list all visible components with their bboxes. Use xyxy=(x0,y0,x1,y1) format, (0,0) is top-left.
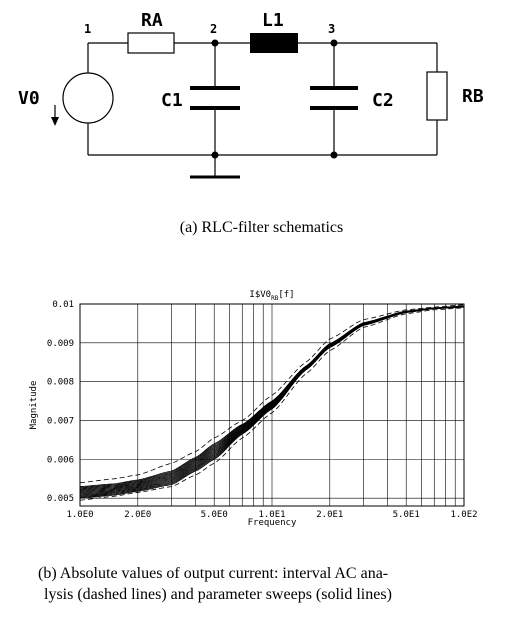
schematic: RA L1 RB C1 C2 V0 1 2 3 xyxy=(0,0,523,200)
x-tick-label: 1.0E0 xyxy=(66,510,93,520)
node-dot-bottom-c2 xyxy=(330,151,338,159)
label-v0: V0 xyxy=(18,88,40,109)
caption-b-line2: lysis (dashed lines) and parameter sweep… xyxy=(44,586,392,603)
node-dot-3 xyxy=(330,39,338,47)
x-tick-label: 2.0E1 xyxy=(316,510,343,520)
caption-b-line1: (b) Absolute values of output current: i… xyxy=(38,565,389,582)
curves xyxy=(79,304,465,501)
y-tick-label: 0.008 xyxy=(47,378,74,388)
x-tick-label: 1.0E1 xyxy=(258,510,285,520)
schematic-svg xyxy=(51,32,448,179)
y-axis-label: Magnitude xyxy=(29,381,39,430)
node-dot-2 xyxy=(211,39,219,47)
interval-dashed-line xyxy=(79,304,465,484)
label-rb: RB xyxy=(462,86,484,107)
caption-a: (a) RLC-filter schematics xyxy=(179,219,344,236)
chart: I$V0RB[f] 1.0E0 2.0E0 5.0E0 1.0E1 2.0E1 5.0E1… xyxy=(0,280,523,540)
sweep-band xyxy=(79,305,465,499)
y-tick-label: 0.005 xyxy=(47,494,74,504)
x-tick-label: 5.0E0 xyxy=(201,510,228,520)
node-label-2: 2 xyxy=(210,22,218,36)
resistor-ra xyxy=(127,32,175,54)
x-tick-label: 2.0E0 xyxy=(124,510,151,520)
node-dot-bottom-c1 xyxy=(211,151,219,159)
node-label-1: 1 xyxy=(84,22,92,36)
chart-title: I$V0RB[f] xyxy=(249,290,294,302)
chart-svg: I$V0RB[f] 1.0E0 2.0E0 5.0E0 1.0E1 2.0E1 5.0E1… xyxy=(29,290,478,528)
x-axis-label: Frequency xyxy=(248,518,297,528)
label-c2: C2 xyxy=(372,90,394,111)
label-ra: RA xyxy=(141,10,163,31)
y-tick-labels: 0.005 0.006 0.007 0.008 0.009 0.01 xyxy=(47,300,74,504)
label-c1: C1 xyxy=(161,90,183,111)
grid xyxy=(80,304,464,506)
y-tick-label: 0.007 xyxy=(47,417,74,427)
y-tick-label: 0.01 xyxy=(52,300,74,310)
x-tick-label: 1.0E2 xyxy=(450,510,477,520)
node-label-3: 3 xyxy=(328,22,336,36)
interval-dashed-line xyxy=(79,307,465,501)
sweep-line xyxy=(79,305,465,487)
source-arrow-head xyxy=(51,117,59,126)
voltage-source-v0 xyxy=(62,72,114,124)
resistor-rb xyxy=(426,71,448,121)
y-tick-label: 0.009 xyxy=(47,339,74,349)
label-l1: L1 xyxy=(262,10,284,31)
inductor-l1 xyxy=(250,33,298,53)
y-tick-label: 0.006 xyxy=(47,455,74,465)
x-tick-label: 5.0E1 xyxy=(393,510,420,520)
x-tick-labels: 1.0E0 2.0E0 5.0E0 1.0E1 2.0E1 5.0E1 1.0E2 xyxy=(66,510,477,520)
